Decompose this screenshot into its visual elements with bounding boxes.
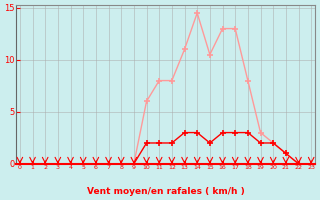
X-axis label: Vent moyen/en rafales ( km/h ): Vent moyen/en rafales ( km/h ) — [87, 187, 244, 196]
